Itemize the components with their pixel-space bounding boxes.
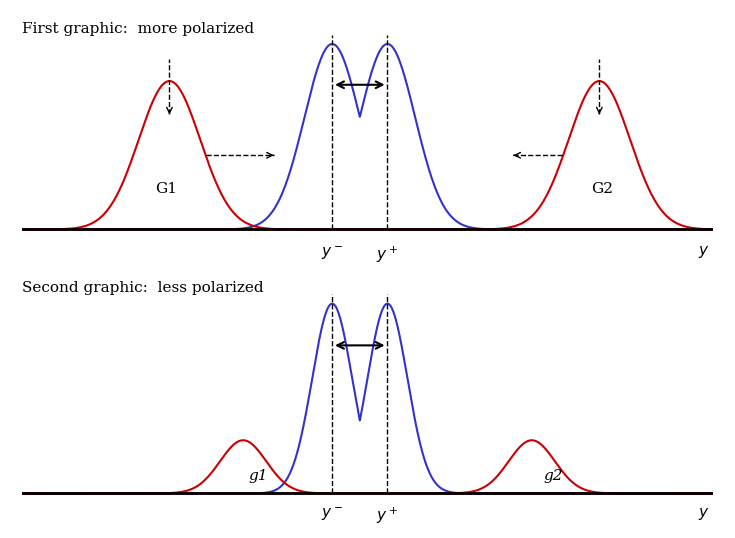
Text: G2: G2 [592,182,614,196]
Text: $y^-$: $y^-$ [321,506,343,523]
Text: g1: g1 [248,469,268,483]
Text: g2: g2 [543,469,563,483]
Text: $y^+$: $y^+$ [376,506,398,526]
Text: First graphic:  more polarized: First graphic: more polarized [22,22,254,36]
Text: $y^+$: $y^+$ [376,244,398,265]
Text: Second graphic:  less polarized: Second graphic: less polarized [22,281,264,295]
Text: $y$: $y$ [698,244,709,260]
Text: G1: G1 [155,182,177,196]
Text: $y^-$: $y^-$ [321,244,343,262]
Text: $y$: $y$ [698,506,709,522]
